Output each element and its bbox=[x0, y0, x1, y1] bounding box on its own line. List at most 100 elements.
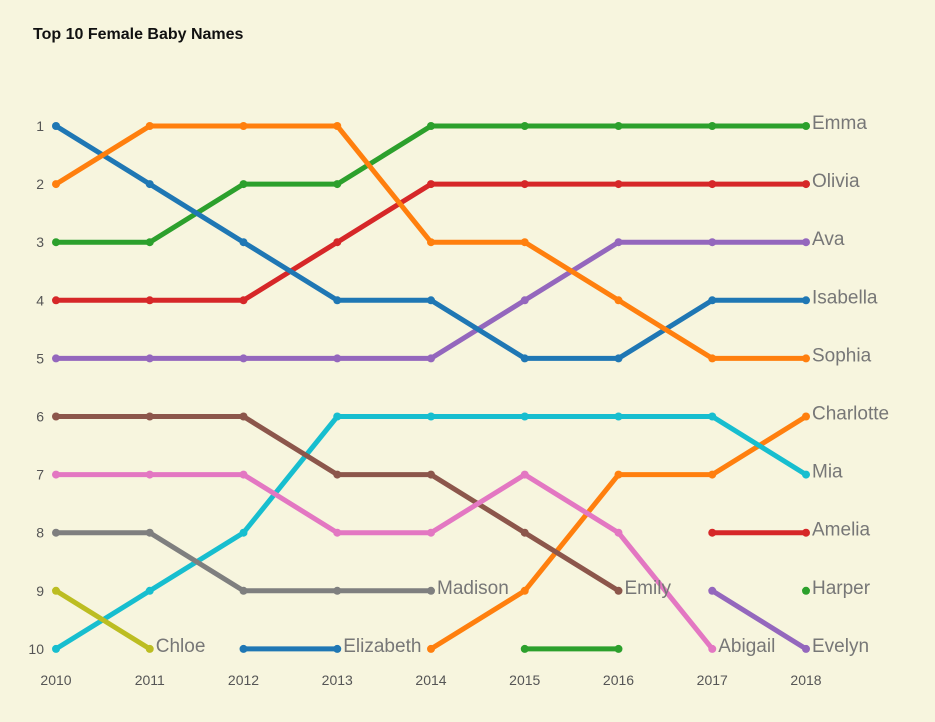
data-point bbox=[239, 296, 248, 305]
data-point bbox=[802, 644, 810, 653]
y-tick-label: 4 bbox=[36, 292, 44, 308]
series-label: Ava bbox=[812, 229, 845, 250]
series-label: Harper bbox=[812, 578, 871, 599]
series-label: Amelia bbox=[812, 520, 871, 541]
series-mia bbox=[52, 412, 810, 653]
data-point bbox=[52, 122, 60, 130]
series-isabella bbox=[52, 122, 810, 363]
data-point bbox=[802, 180, 810, 189]
series-line bbox=[709, 588, 809, 652]
y-tick-label: 9 bbox=[36, 583, 44, 599]
data-point bbox=[333, 470, 342, 479]
y-tick-label: 1 bbox=[36, 118, 44, 134]
data-point bbox=[708, 180, 717, 189]
x-tick-label: 2018 bbox=[790, 672, 821, 688]
data-point bbox=[614, 470, 623, 479]
data-point bbox=[145, 180, 154, 189]
series-label: Olivia bbox=[812, 171, 860, 192]
series-unnamed-15 bbox=[520, 644, 623, 653]
data-point bbox=[52, 586, 60, 595]
x-tick-label: 2010 bbox=[40, 672, 71, 688]
series-evelyn bbox=[708, 586, 810, 653]
data-point bbox=[239, 412, 248, 421]
data-point bbox=[614, 122, 623, 130]
data-point bbox=[427, 470, 435, 479]
y-tick-label: 3 bbox=[36, 234, 44, 250]
data-point bbox=[145, 238, 154, 247]
data-point bbox=[520, 528, 529, 537]
data-point bbox=[520, 470, 529, 479]
data-point bbox=[427, 586, 435, 595]
data-point bbox=[145, 354, 154, 363]
x-tick-label: 2017 bbox=[697, 672, 728, 688]
data-point bbox=[52, 528, 60, 537]
data-point bbox=[802, 238, 810, 247]
chart-title: Top 10 Female Baby Names bbox=[33, 26, 244, 43]
series-chloe bbox=[52, 586, 154, 653]
series-sophia bbox=[52, 122, 810, 363]
series-ava bbox=[52, 238, 810, 363]
data-point bbox=[708, 122, 717, 130]
data-point bbox=[52, 296, 60, 305]
data-point bbox=[333, 122, 342, 130]
series-label: Evelyn bbox=[812, 636, 869, 657]
x-tick-label: 2015 bbox=[509, 672, 540, 688]
data-point bbox=[333, 412, 342, 421]
data-point bbox=[427, 122, 435, 130]
data-point bbox=[802, 296, 810, 305]
data-point bbox=[239, 238, 248, 247]
data-point bbox=[145, 586, 154, 595]
x-tick-label: 2014 bbox=[415, 672, 446, 688]
data-point bbox=[614, 354, 623, 363]
data-point bbox=[427, 528, 435, 537]
series-label: Elizabeth bbox=[343, 636, 421, 657]
data-point bbox=[614, 644, 623, 653]
y-tick-label: 2 bbox=[36, 176, 44, 192]
data-point bbox=[52, 180, 60, 189]
data-point bbox=[708, 296, 717, 305]
data-point bbox=[708, 412, 717, 421]
series-label: Sophia bbox=[812, 345, 872, 366]
data-point bbox=[708, 238, 717, 247]
x-tick-label: 2013 bbox=[322, 672, 353, 688]
data-point bbox=[427, 180, 435, 189]
data-point bbox=[333, 644, 342, 653]
x-tick-label: 2012 bbox=[228, 672, 259, 688]
series-elizabeth bbox=[239, 644, 342, 653]
data-point bbox=[520, 238, 529, 247]
series-label: Chloe bbox=[156, 636, 206, 657]
series-label: Emily bbox=[625, 578, 672, 599]
data-point bbox=[802, 470, 810, 479]
series-label: Abigail bbox=[718, 636, 775, 657]
data-point bbox=[333, 238, 342, 247]
series-label: Isabella bbox=[812, 287, 878, 308]
data-point bbox=[520, 354, 529, 363]
data-point bbox=[333, 296, 342, 305]
data-point bbox=[239, 586, 248, 595]
data-point bbox=[52, 238, 60, 247]
y-tick-label: 10 bbox=[28, 641, 44, 657]
y-axis-ticks: 1 2 3 4 5 6 7 8 9 10 bbox=[28, 118, 44, 657]
data-point bbox=[333, 528, 342, 537]
data-point bbox=[52, 644, 60, 653]
data-point bbox=[333, 586, 342, 595]
y-tick-label: 5 bbox=[36, 350, 44, 366]
data-point bbox=[239, 470, 248, 479]
data-point bbox=[614, 180, 623, 189]
data-point bbox=[614, 238, 623, 247]
series-layer bbox=[52, 122, 810, 653]
data-point bbox=[239, 180, 248, 189]
data-point bbox=[802, 586, 810, 595]
data-point bbox=[614, 412, 623, 421]
data-point bbox=[614, 296, 623, 305]
series-labels: Emma Olivia Ava Isabella Sophia Charlotte Mia A… bbox=[156, 113, 889, 657]
series-label: Charlotte bbox=[812, 404, 889, 425]
x-tick-label: 2016 bbox=[603, 672, 634, 688]
data-point bbox=[52, 470, 60, 479]
series-line bbox=[53, 530, 434, 594]
series-label: Madison bbox=[437, 578, 509, 599]
series-emma bbox=[52, 122, 810, 247]
y-tick-label: 8 bbox=[36, 525, 44, 541]
